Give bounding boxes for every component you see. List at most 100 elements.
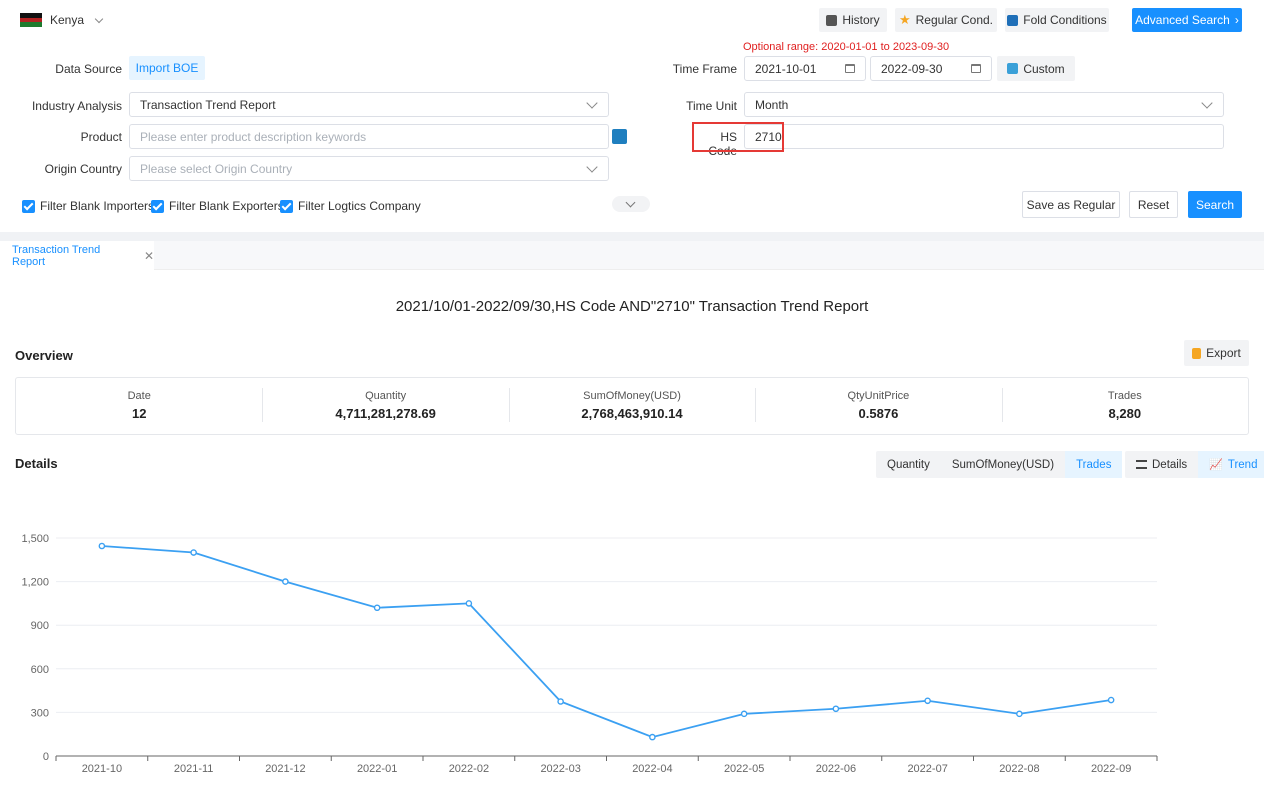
x-tick-label: 2022-06	[816, 763, 856, 775]
details-heading: Details	[15, 456, 58, 471]
industry-analysis-select[interactable]: Transaction Trend Report	[129, 92, 609, 117]
custom-button[interactable]: Custom	[997, 56, 1075, 81]
hs-code-input[interactable]: 2710	[744, 124, 1224, 149]
chart-y-ticks: 0 300 600 900 1,200 1,500	[21, 533, 49, 763]
filter-logistics-label: Filter Logtics Company	[298, 199, 421, 213]
overview-stats: Date 12 Quantity 4,711,281,278.69 SumOfM…	[15, 377, 1249, 435]
date-end-input[interactable]: 2022-09-30	[870, 56, 992, 81]
product-placeholder: Please enter product description keyword…	[140, 129, 367, 144]
fold-conditions-button[interactable]: Fold Conditions	[1005, 8, 1109, 32]
chevron-down-icon	[94, 14, 104, 23]
data-point	[282, 578, 289, 585]
stat-label: SumOfMoney(USD)	[583, 390, 681, 402]
tab-trend[interactable]: 📈 Trend	[1198, 451, 1264, 478]
industry-analysis-label: Industry Analysis	[31, 99, 122, 113]
stat-trades: Trades 8,280	[1001, 378, 1248, 434]
kenya-flag-icon	[20, 13, 42, 27]
stat-value: 4,711,281,278.69	[335, 406, 436, 421]
stat-label: QtyUnitPrice	[847, 390, 910, 402]
fold-label: Fold Conditions	[1023, 13, 1107, 27]
metric-tabs: Quantity SumOfMoney(USD) Trades	[876, 451, 1123, 478]
stat-sum-of-money: SumOfMoney(USD) 2,768,463,910.14	[508, 378, 755, 434]
reset-label: Reset	[1137, 197, 1170, 212]
data-point	[1016, 710, 1023, 718]
export-button[interactable]: Export	[1184, 340, 1249, 366]
chevron-down-icon	[586, 97, 598, 109]
data-point	[649, 733, 656, 741]
data-point	[924, 697, 931, 705]
product-label: Product	[80, 130, 122, 144]
overview-heading: Overview	[15, 348, 73, 363]
hs-code-value: 2710	[755, 129, 782, 144]
hs-code-highlight	[692, 122, 784, 152]
tab-quantity[interactable]: Quantity	[887, 458, 930, 471]
stat-qty-unit-price: QtyUnitPrice 0.5876	[755, 378, 1001, 434]
tab-transaction-trend-report[interactable]: Transaction Trend Report ✕	[0, 241, 154, 270]
table-icon	[1136, 460, 1147, 469]
history-button[interactable]: History	[819, 8, 887, 32]
close-icon[interactable]: ✕	[143, 248, 154, 263]
x-tick-label: 2022-09	[1091, 763, 1131, 775]
origin-country-label: Origin Country	[44, 162, 122, 176]
y-tick-label: 900	[31, 620, 49, 632]
tab-label: Transaction Trend Report	[12, 243, 101, 268]
product-input[interactable]: Please enter product description keyword…	[129, 124, 609, 149]
y-tick-label: 600	[31, 664, 49, 676]
chevron-down-icon	[1201, 97, 1213, 109]
x-tick-label: 2022-07	[907, 763, 947, 775]
tab-details[interactable]: Details	[1125, 451, 1198, 478]
checkbox-checked-icon	[280, 199, 293, 213]
calendar-icon	[971, 64, 981, 73]
chevron-right-icon: ›	[1234, 13, 1239, 27]
regular-cond-button[interactable]: ★ Regular Cond.	[895, 8, 997, 32]
expand-conditions-toggle[interactable]	[612, 196, 650, 212]
data-point	[373, 604, 381, 612]
chart-x-ticks: 2021-10 2021-11 2021-12 2022-01 2022-02 2022-…	[82, 763, 1132, 775]
data-point	[98, 542, 106, 550]
reset-button[interactable]: Reset	[1129, 191, 1178, 218]
y-tick-label: 300	[31, 707, 49, 719]
stat-date: Date 12	[16, 378, 262, 434]
stat-label: Quantity	[365, 390, 407, 402]
data-source-tag[interactable]: Import BOE	[129, 56, 205, 80]
translate-icon[interactable]	[612, 129, 627, 144]
series-line	[101, 545, 1112, 739]
report-panel	[0, 241, 1264, 789]
tab-trades[interactable]: Trades	[1065, 451, 1123, 478]
search-button[interactable]: Search	[1188, 191, 1242, 218]
history-icon	[826, 14, 838, 26]
star-icon: ★	[898, 12, 911, 27]
export-icon	[1192, 347, 1202, 359]
advanced-search-label: Advanced Search	[1135, 13, 1230, 27]
tab-sum-of-money[interactable]: SumOfMoney(USD)	[951, 458, 1055, 471]
filter-exporters-checkbox[interactable]: Filter Blank Exporters	[151, 199, 284, 213]
custom-icon	[1007, 63, 1019, 74]
chart-series	[98, 542, 1115, 741]
filter-exporters-label: Filter Blank Exporters	[169, 199, 284, 213]
date-start-input[interactable]: 2021-10-01	[744, 56, 866, 81]
filter-logistics-checkbox[interactable]: Filter Logtics Company	[280, 199, 421, 213]
data-point	[190, 549, 197, 556]
tab-details-label: Details	[1152, 458, 1188, 471]
y-tick-label: 1,200	[21, 577, 49, 589]
search-label: Search	[1195, 197, 1235, 212]
data-point	[465, 600, 473, 607]
x-tick-label: 2022-08	[999, 763, 1039, 775]
save-as-regular-button[interactable]: Save as Regular	[1022, 191, 1120, 218]
filter-importers-checkbox[interactable]: Filter Blank Importers	[22, 199, 154, 213]
x-tick-label: 2022-01	[357, 763, 397, 775]
save-as-regular-label: Save as Regular	[1026, 197, 1116, 212]
time-unit-label: Time Unit	[686, 99, 737, 113]
time-unit-select[interactable]: Month	[744, 92, 1224, 117]
origin-country-select[interactable]: Please select Origin Country	[129, 156, 609, 181]
stat-value: 12	[131, 406, 147, 421]
country-selector[interactable]: Kenya	[20, 10, 104, 30]
x-tick-label: 2022-03	[540, 763, 580, 775]
stat-value: 2,768,463,910.14	[581, 406, 683, 421]
advanced-search-button[interactable]: Advanced Search ›	[1132, 8, 1242, 32]
x-tick-label: 2021-12	[265, 763, 305, 775]
stat-value: 0.5876	[858, 406, 899, 421]
chart-grid	[56, 537, 1157, 713]
data-source-label: Data Source	[55, 62, 122, 76]
